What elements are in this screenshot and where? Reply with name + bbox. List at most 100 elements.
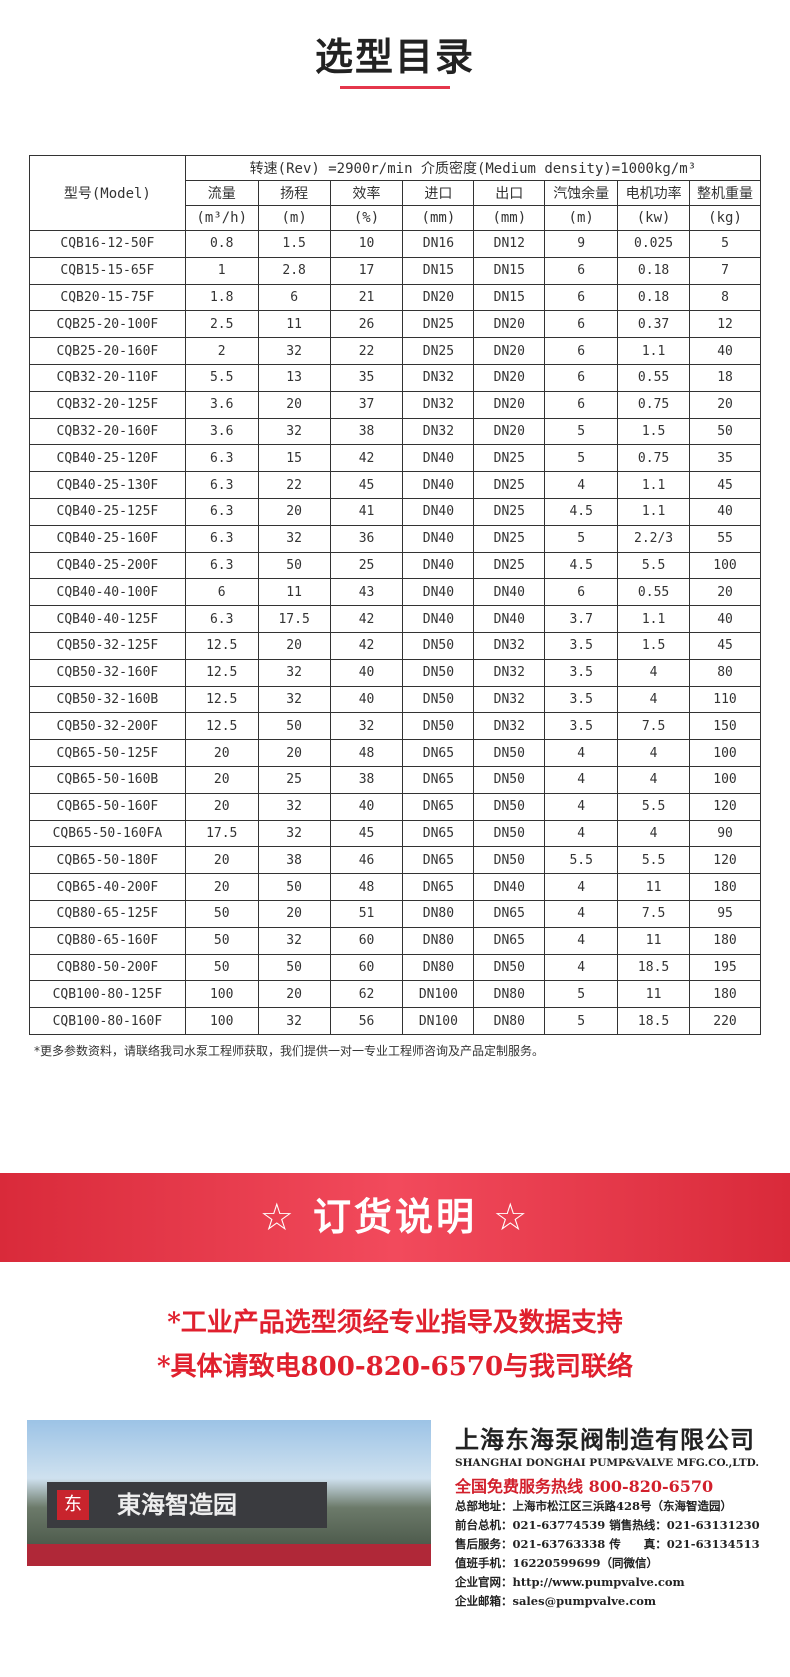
value-cell: 1.5 [617,417,691,446]
value-cell: 0.75 [617,444,691,473]
table-row: CQB65-40-200F 20 50 48 DN65 DN40 4 11 180 [29,873,761,901]
value-cell: 195 [689,953,761,982]
value-cell: 20 [257,390,331,419]
value-cell: 0.55 [617,363,691,392]
value-cell: 56 [329,1007,404,1035]
table-row: CQB16-12-50F 0.8 1.5 10 DN16 DN12 9 0.025 5 [29,230,761,258]
value-cell: 22 [329,337,404,365]
contact-line: 企业邮箱：sales@pumpvalve.com [455,1594,657,1608]
value-cell: 35 [689,444,761,473]
value-cell: DN65 [402,846,475,875]
value-cell: 25 [329,551,404,580]
value-cell: DN15 [473,283,546,312]
table-row: CQB50-32-160F 12.5 32 40 DN50 DN32 3.5 4 80 [29,658,761,687]
model-cell: CQB32-20-125F [29,390,186,419]
value-cell: DN50 [402,631,475,660]
value-cell: DN80 [402,953,475,982]
value-cell: 6 [544,363,619,392]
value-cell: 26 [329,310,404,339]
value-cell: 32 [257,685,331,714]
value-cell: 50 [257,873,331,901]
value-cell: DN50 [473,765,546,794]
notice-line-2: *具体请致电800-820-6570与我司联络 [156,1352,634,1382]
value-cell: 7.5 [617,899,691,928]
value-cell: 50 [257,712,331,741]
value-cell: 46 [329,846,404,875]
value-cell: DN25 [473,471,546,499]
footnote: *更多参数资料，请联络我司水泵工程师获取，我们提供一对一专业工程师咨询及产品定制… [34,1044,545,1058]
value-cell: 20 [257,631,331,660]
column-unit: (m) [257,205,331,231]
value-cell: 20 [184,846,259,875]
flower-bed [27,1544,431,1566]
value-cell: 8 [689,283,761,312]
table-row: CQB50-32-160B 12.5 32 40 DN50 DN32 3.5 4 110 [29,685,761,714]
value-cell: 15 [257,444,331,473]
value-cell: DN16 [402,230,475,258]
value-cell: 32 [329,712,404,741]
value-cell: DN50 [402,685,475,714]
value-cell: 20 [184,873,259,901]
value-cell: 40 [689,605,761,633]
value-cell: 21 [329,283,404,312]
value-cell: 35 [329,363,404,392]
model-cell: CQB40-25-125F [29,497,186,526]
value-cell: 20 [257,980,331,1009]
value-cell: 50 [257,953,331,982]
value-cell: DN25 [473,497,546,526]
value-cell: DN40 [473,873,546,901]
value-cell: 100 [689,765,761,794]
value-cell: 9 [544,230,619,258]
value-cell: DN12 [473,230,546,258]
value-cell: 38 [257,846,331,875]
value-cell: 32 [257,524,331,553]
model-cell: CQB20-15-75F [29,283,186,312]
value-cell: 20 [257,899,331,928]
value-cell: 45 [329,819,404,848]
value-cell: 180 [689,926,761,955]
value-cell: 220 [689,1007,761,1035]
notice-line-1: *工业产品选型须经专业指导及数据支持 [167,1308,623,1338]
value-cell: 4 [544,819,619,848]
value-cell: 51 [329,899,404,928]
table-row: CQB65-50-180F 20 38 46 DN65 DN50 5.5 5.5 120 [29,846,761,875]
value-cell: DN50 [473,792,546,821]
value-cell: 7 [689,256,761,285]
value-cell: DN25 [473,524,546,553]
value-cell: DN20 [473,337,546,365]
column-header: 效率 [329,180,404,206]
value-cell: 100 [184,980,259,1009]
value-cell: 38 [329,765,404,794]
model-cell: CQB100-80-160F [29,1007,186,1035]
value-cell: DN50 [473,953,546,982]
value-cell: 1.8 [184,283,259,312]
title-underline [340,86,450,89]
value-cell: 42 [329,605,404,633]
value-cell: 11 [617,980,691,1009]
value-cell: 20 [257,739,331,767]
value-cell: 45 [689,471,761,499]
value-cell: 50 [184,926,259,955]
value-cell: 80 [689,658,761,687]
value-cell: DN25 [473,444,546,473]
value-cell: 1.1 [617,605,691,633]
value-cell: 180 [689,980,761,1009]
value-cell: 40 [329,658,404,687]
column-header: 汽蚀余量 [544,180,619,206]
value-cell: 6.3 [184,551,259,580]
value-cell: 32 [257,792,331,821]
column-unit: (mm) [402,205,475,231]
value-cell: 50 [184,899,259,928]
value-cell: 43 [329,578,404,607]
model-cell: CQB25-20-100F [29,310,186,339]
value-cell: DN32 [402,417,475,446]
value-cell: DN32 [473,685,546,714]
value-cell: DN80 [473,1007,546,1035]
value-cell: 45 [689,631,761,660]
value-cell: DN65 [402,739,475,767]
company-info: 上海东海泵阀制造有限公司 SHANGHAI DONGHAI PUMP&VALVE… [455,1420,775,1611]
column-unit: (%) [329,205,404,231]
value-cell: DN25 [402,310,475,339]
value-cell: 2.2/3 [617,524,691,553]
table-row: CQB40-25-200F 6.3 50 25 DN40 DN25 4.5 5.5 100 [29,551,761,580]
